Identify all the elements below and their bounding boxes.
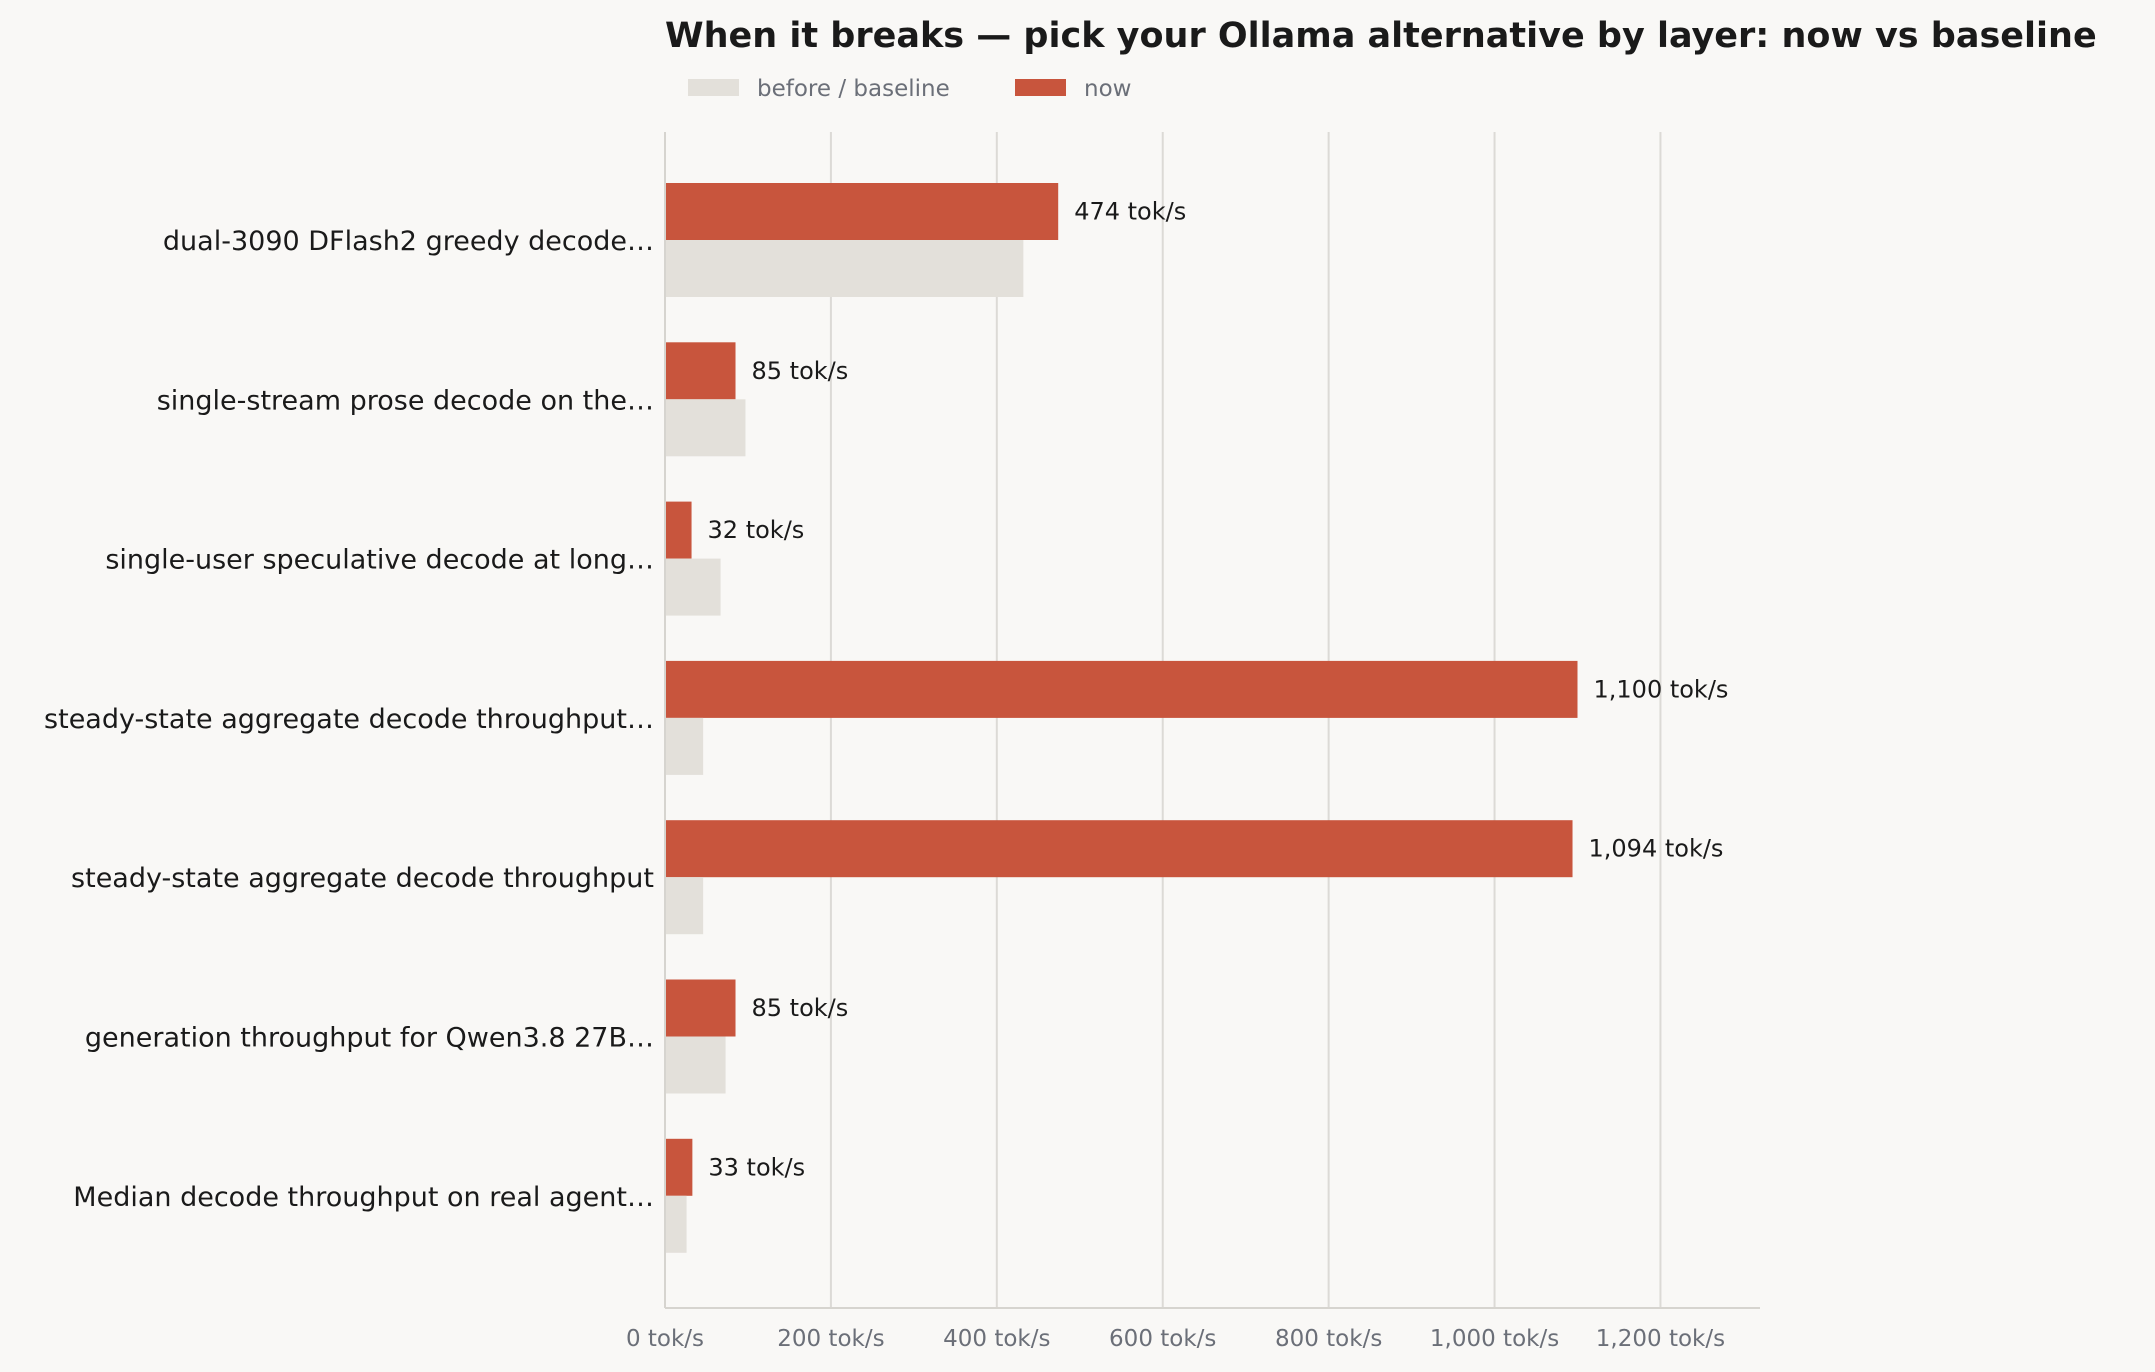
chart-title: When it breaks — pick your Ollama altern… <box>665 16 2097 56</box>
x-tick-label: 600 tok/s <box>1109 1326 1216 1352</box>
category-labels: dual-3090 DFlash2 greedy decode… single-s… <box>44 226 654 1213</box>
bar-now <box>665 1138 693 1196</box>
category-label: single-user speculative decode at long… <box>105 545 654 576</box>
category-label: steady-state aggregate decode throughput… <box>44 704 654 735</box>
bar-now <box>665 342 736 400</box>
value-label: 85 tok/s <box>752 994 849 1022</box>
category-label: single-stream prose decode on the… <box>157 385 654 416</box>
x-axis: 0 tok/s 200 tok/s 400 tok/s 600 tok/s 800 to… <box>626 132 1760 1352</box>
x-tick-label: 0 tok/s <box>626 1326 704 1352</box>
category-label: dual-3090 DFlash2 greedy decode… <box>163 226 654 257</box>
bar-now <box>665 501 692 559</box>
legend: before / baseline now <box>688 76 1131 102</box>
x-tick-label: 1,000 tok/s <box>1430 1326 1559 1352</box>
category-label: steady-state aggregate decode throughput <box>71 863 654 894</box>
bar-baseline <box>665 1036 726 1094</box>
value-label: 85 tok/s <box>752 357 849 385</box>
x-tick-label: 800 tok/s <box>1275 1326 1382 1352</box>
bar-now <box>665 820 1573 878</box>
x-tick-label: 400 tok/s <box>943 1326 1050 1352</box>
bar-baseline <box>665 877 704 935</box>
bar-now <box>665 183 1059 240</box>
value-labels: 474 tok/s 85 tok/s 32 tok/s 1,100 tok/s 1,09… <box>708 198 1729 1182</box>
bar-baseline <box>665 1195 687 1253</box>
bar-baseline <box>665 399 746 457</box>
x-tick-label: 200 tok/s <box>777 1326 884 1352</box>
legend-label: before / baseline <box>757 76 950 102</box>
value-label: 32 tok/s <box>708 516 805 544</box>
grid-lines <box>829 132 1662 1308</box>
value-label: 1,094 tok/s <box>1589 835 1724 863</box>
legend-swatch <box>1015 79 1066 96</box>
bar-now <box>665 660 1578 718</box>
category-label: generation throughput for Qwen3.8 27B… <box>85 1023 654 1054</box>
value-label: 474 tok/s <box>1074 198 1186 226</box>
value-label: 1,100 tok/s <box>1594 675 1729 703</box>
x-tick-label: 1,200 tok/s <box>1596 1326 1725 1352</box>
legend-swatch <box>688 79 739 96</box>
value-label: 33 tok/s <box>708 1153 805 1181</box>
bar-baseline <box>665 558 721 616</box>
category-label: Median decode throughput on real agent… <box>73 1182 654 1213</box>
bar-baseline <box>665 240 1024 297</box>
bar-now <box>665 979 736 1037</box>
bar-baseline <box>665 717 704 775</box>
legend-label: now <box>1084 76 1131 102</box>
bars <box>665 183 1578 1253</box>
